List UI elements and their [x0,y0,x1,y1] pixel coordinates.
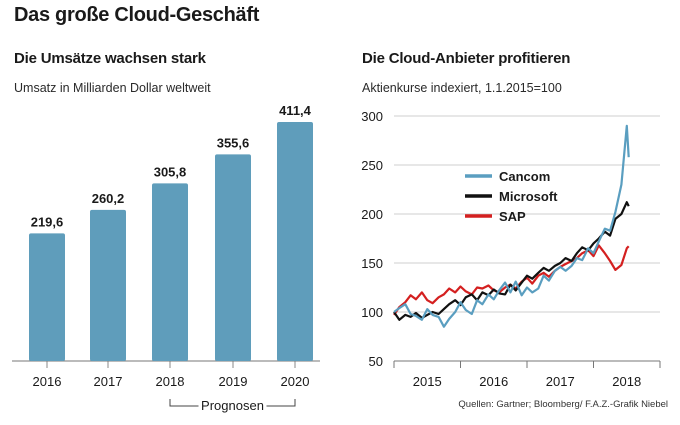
y-tick-300: 300 [361,109,383,124]
x-tick-2018: 2018 [612,374,641,389]
bar-2017 [90,209,126,361]
bar-2020 [277,122,313,361]
x-tick-2018: 2018 [156,374,185,389]
bar-2018 [152,183,188,361]
main-title: Das große Cloud-Geschäft [14,4,260,26]
x-tick-2016: 2016 [479,374,508,389]
bar-chart-title: Die Umsätze wachsen stark [14,50,206,67]
source-note: Quellen: Gartner; Bloomberg/ F.A.Z.-Graf… [458,399,668,410]
x-tick-2019: 2019 [219,374,248,389]
x-tick-2016: 2016 [33,374,62,389]
line-chart-subtitle: Aktienkurse indexiert, 1.1.2015=100 [362,81,562,95]
forecast-bracket-left [169,399,199,407]
bar-2016 [29,233,65,361]
bar-chart: 219,6 2016 260,2 2017 305,8 2018 355,6 2019 411,… [12,103,320,413]
series-line-cancom [393,124,630,328]
y-tick-100: 100 [361,305,383,320]
forecast-label: Prognosen [201,398,264,413]
y-tick-150: 150 [361,256,383,271]
value-label-2018: 305,8 [154,164,187,179]
value-label-2016: 219,6 [31,214,64,229]
value-label-2017: 260,2 [92,191,125,206]
x-tick-2017: 2017 [546,374,575,389]
series-line-sap [393,244,630,316]
x-tick-2017: 2017 [94,374,123,389]
legend-label-cancom: Cancom [499,169,550,184]
x-tick-2020: 2020 [281,374,310,389]
x-tick-2015: 2015 [413,374,442,389]
bar-2019 [215,154,251,361]
legend-label-microsoft: Microsoft [499,189,558,204]
legend-label-sap: SAP [499,209,526,224]
y-tick-200: 200 [361,207,383,222]
y-tick-250: 250 [361,158,383,173]
forecast-bracket-right [266,399,296,407]
value-label-2020: 411,4 [279,103,312,118]
line-chart-title: Die Cloud-Anbieter profitieren [362,50,571,67]
bar-chart-subtitle: Umsatz in Milliarden Dollar weltweit [14,81,211,95]
y-tick-50: 50 [369,354,383,369]
value-label-2019: 355,6 [217,135,250,150]
